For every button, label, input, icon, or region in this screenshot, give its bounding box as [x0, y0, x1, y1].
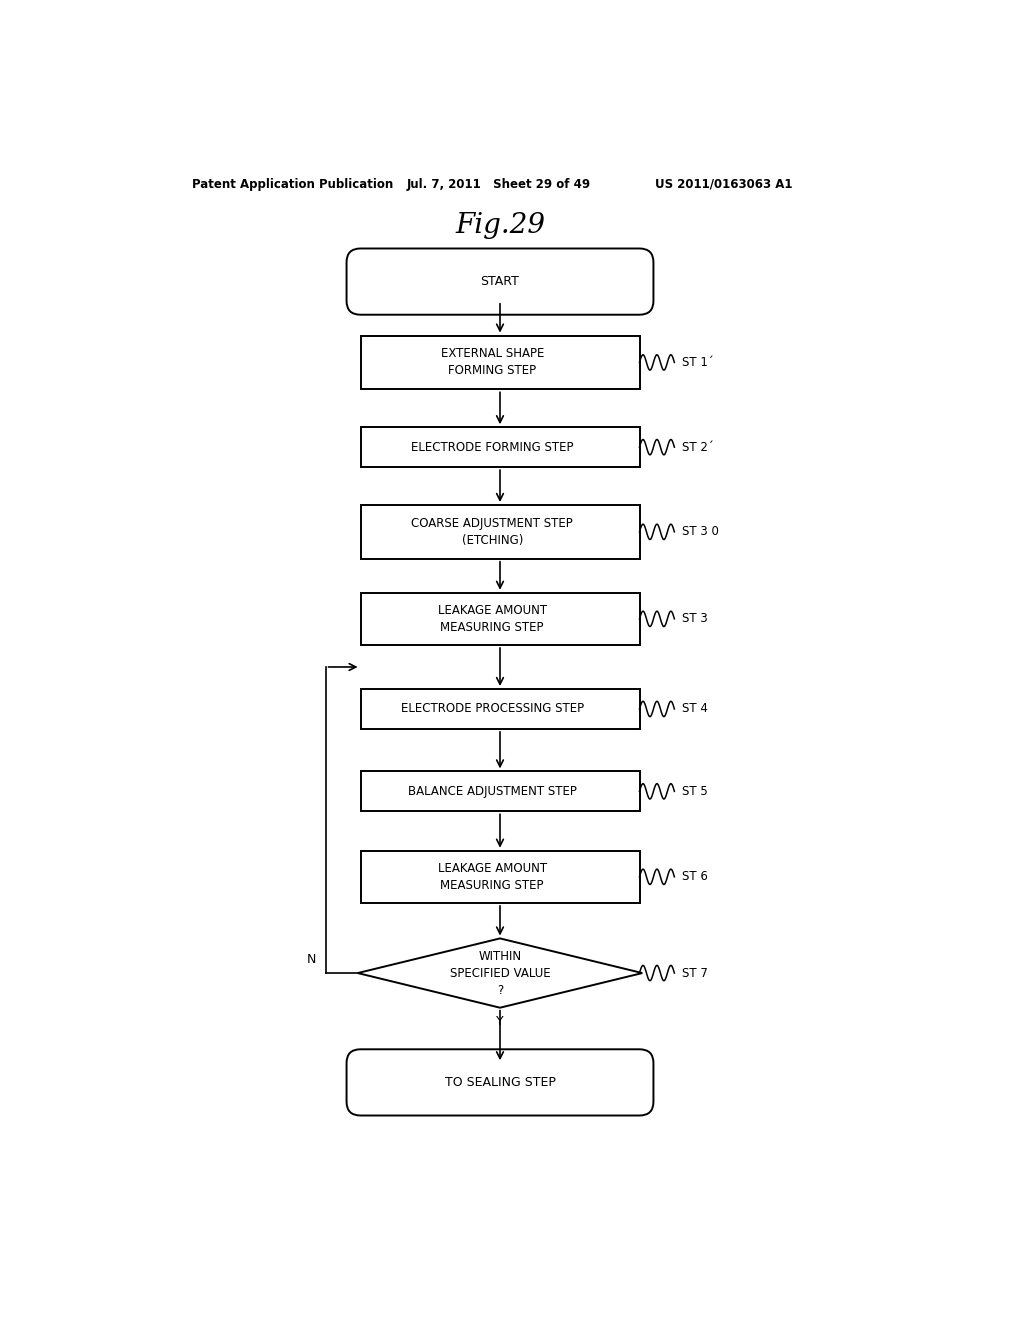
Text: Jul. 7, 2011   Sheet 29 of 49: Jul. 7, 2011 Sheet 29 of 49 [407, 178, 591, 190]
Text: START: START [480, 275, 519, 288]
Bar [360, 689, 640, 729]
Bar [360, 771, 640, 812]
Text: LEAKAGE AMOUNT
MEASURING STEP: LEAKAGE AMOUNT MEASURING STEP [437, 862, 547, 892]
Text: COARSE ADJUSTMENT STEP
(ETCHING): COARSE ADJUSTMENT STEP (ETCHING) [412, 517, 573, 546]
Text: EXTERNAL SHAPE
FORMING STEP: EXTERNAL SHAPE FORMING STEP [440, 347, 544, 378]
Text: BALANCE ADJUSTMENT STEP: BALANCE ADJUSTMENT STEP [408, 785, 577, 797]
Text: ST 2´: ST 2´ [682, 441, 714, 454]
Text: ST 3 0: ST 3 0 [682, 525, 719, 539]
Bar [360, 335, 640, 389]
FancyBboxPatch shape [346, 1049, 653, 1115]
Text: ELECTRODE PROCESSING STEP: ELECTRODE PROCESSING STEP [400, 702, 584, 715]
Text: Fig.29: Fig.29 [455, 213, 545, 239]
Text: TO SEALING STEP: TO SEALING STEP [444, 1076, 555, 1089]
Text: Y: Y [497, 1015, 504, 1028]
Text: WITHIN
SPECIFIED VALUE
?: WITHIN SPECIFIED VALUE ? [450, 949, 550, 997]
Bar [360, 593, 640, 645]
Text: ST 4: ST 4 [682, 702, 708, 715]
Text: ST 3: ST 3 [682, 612, 708, 626]
Text: ST 1´: ST 1´ [682, 356, 714, 370]
Bar [360, 506, 640, 558]
Polygon shape [357, 939, 642, 1007]
Text: LEAKAGE AMOUNT
MEASURING STEP: LEAKAGE AMOUNT MEASURING STEP [437, 603, 547, 634]
Text: Patent Application Publication: Patent Application Publication [191, 178, 393, 190]
Text: N: N [307, 953, 316, 966]
FancyBboxPatch shape [346, 248, 653, 314]
Text: ST 5: ST 5 [682, 785, 708, 797]
Text: US 2011/0163063 A1: US 2011/0163063 A1 [655, 178, 793, 190]
Bar [360, 428, 640, 467]
Text: ST 7: ST 7 [682, 966, 708, 979]
Text: ELECTRODE FORMING STEP: ELECTRODE FORMING STEP [411, 441, 573, 454]
Bar [360, 850, 640, 903]
Text: ST 6: ST 6 [682, 870, 708, 883]
